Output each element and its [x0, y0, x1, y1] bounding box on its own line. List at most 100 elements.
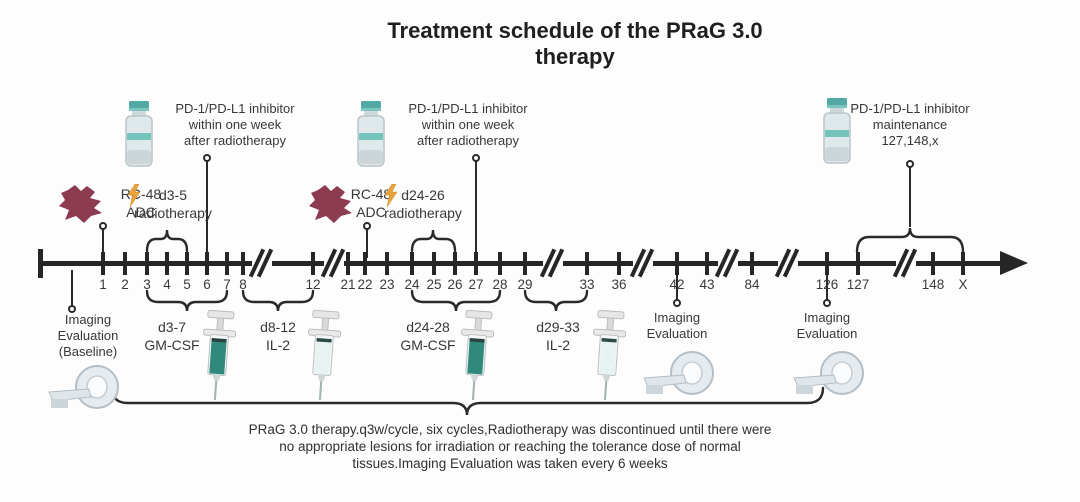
- tick-mark: [825, 252, 829, 275]
- ct-scanner-icon: [48, 365, 119, 409]
- ct-scanner-icon: [643, 351, 714, 395]
- tick-label: 21: [340, 277, 356, 292]
- tick-mark: [750, 252, 754, 275]
- tick-mark: [453, 252, 457, 275]
- syringe-il2-icon: [593, 309, 627, 400]
- tick-label: 2: [121, 277, 129, 292]
- tick-label: 126: [815, 277, 839, 292]
- tick-label: 24: [404, 277, 420, 292]
- connector-dot-imaging-42: [673, 299, 681, 307]
- tick-mark: [474, 252, 478, 275]
- syringe-gmcsf-icon: [461, 309, 495, 400]
- imaging-evaluation-label-d126: Imaging Evaluation: [796, 310, 858, 341]
- rc48-adc-label-cycle2: RC-48 ADC: [350, 186, 392, 220]
- medicine-vial-icon: [357, 101, 385, 167]
- tick-mark: [165, 252, 169, 275]
- brace-gmcsf-d3-7: [145, 289, 229, 312]
- tick-label: 43: [699, 277, 715, 292]
- tick-mark: [101, 252, 105, 275]
- tick-label: 5: [183, 277, 191, 292]
- ct-scanner-icon: [793, 351, 864, 395]
- connector-dot-pd1-1: [203, 154, 211, 162]
- tick-mark: [205, 252, 209, 275]
- tick-mark: [185, 252, 189, 275]
- tick-label: 23: [379, 277, 395, 292]
- tick-mark: [675, 252, 679, 275]
- tick-mark: [410, 252, 414, 275]
- tick-mark: [931, 252, 935, 275]
- tick-mark: [961, 252, 965, 275]
- pd1-maintenance-label: PD-1/PD-L1 inhibitor maintenance 127,148…: [850, 101, 970, 148]
- radiotherapy-bolt-icon: [127, 184, 141, 208]
- connector-dot-pd1-2: [472, 154, 480, 162]
- imaging-evaluation-label-d42: Imaging Evaluation: [646, 310, 708, 341]
- il2-label-d8-12: d8-12 IL-2: [260, 319, 296, 353]
- timeline-axis: [38, 261, 1004, 266]
- tick-label: 84: [744, 277, 760, 292]
- caption-line1: PRaG 3.0 therapy.q3w/cycle, six cycles,R…: [248, 422, 772, 437]
- axis-break-icon: [629, 247, 655, 279]
- caption-line3: tissues.Imaging Evaluation was taken eve…: [352, 456, 668, 471]
- tick-label: 28: [492, 277, 508, 292]
- tick-label: 6: [203, 277, 211, 292]
- axis-break-icon: [248, 247, 274, 279]
- tick-label: 36: [611, 277, 627, 292]
- tick-label: 4: [163, 277, 171, 292]
- connector-dot-pd1-maintenance: [906, 160, 914, 168]
- radiotherapy-label-d3-5: d3-5 radiotherapy: [134, 187, 212, 221]
- brace-radiotherapy-d24-26: [410, 229, 457, 253]
- axis-break-icon: [539, 247, 565, 279]
- gmcsf-label-d24-28: d24-28 GM-CSF: [400, 319, 456, 353]
- pd1-inhibitor-label-cycle1: PD-1/PD-L1 inhibitor within one week aft…: [175, 101, 295, 148]
- tick-mark: [145, 252, 149, 275]
- tick-mark: [617, 252, 621, 275]
- axis-break-icon: [714, 247, 740, 279]
- tick-mark: [363, 252, 367, 275]
- tick-label: X: [958, 277, 968, 292]
- radiotherapy-label-d24-26: d24-26 radiotherapy: [384, 187, 462, 221]
- tick-mark: [585, 252, 589, 275]
- imaging-baseline-label: Imaging Evaluation (Baseline): [57, 312, 119, 359]
- tick-mark: [498, 252, 502, 275]
- tick-label: 7: [223, 277, 231, 292]
- tick-label: 3: [143, 277, 151, 292]
- tick-label: 127: [846, 277, 870, 292]
- tick-label: 8: [239, 277, 247, 292]
- medicine-vial-icon: [823, 98, 851, 164]
- il2-label-d29-33: d29-33 IL-2: [536, 319, 580, 353]
- tick-label: 22: [357, 277, 373, 292]
- timeline-start-cap: [38, 249, 43, 278]
- tick-mark: [123, 252, 127, 275]
- axis-break-icon: [320, 247, 346, 279]
- connector-dot-imaging-126: [823, 299, 831, 307]
- radiotherapy-bolt-icon: [384, 184, 398, 208]
- tick-mark: [523, 252, 527, 275]
- tick-mark: [385, 252, 389, 275]
- tick-label: 42: [669, 277, 685, 292]
- syringe-gmcsf-icon: [203, 309, 237, 400]
- tick-label: 12: [305, 277, 321, 292]
- rc48-adc-label-cycle1: RC-48 ADC: [120, 186, 162, 220]
- adc-antibody-icon: [59, 185, 102, 223]
- pd1-inhibitor-label-cycle2: PD-1/PD-L1 inhibitor within one week aft…: [408, 101, 528, 148]
- tick-mark: [705, 252, 709, 275]
- medicine-vial-icon: [125, 101, 153, 167]
- tick-mark: [856, 252, 860, 275]
- figure-title-line2: therapy: [535, 44, 615, 69]
- tick-label: 29: [517, 277, 533, 292]
- tick-label: 148: [921, 277, 945, 292]
- timeline-arrowhead-icon: [1000, 251, 1028, 275]
- tick-mark: [225, 252, 229, 275]
- gmcsf-label-d3-7: d3-7 GM-CSF: [144, 319, 200, 353]
- tick-mark: [311, 252, 315, 275]
- brace-il2-d29-33: [523, 289, 589, 312]
- tick-mark: [241, 252, 245, 275]
- axis-break-icon: [892, 247, 918, 279]
- figure-caption: PRaG 3.0 therapy.q3w/cycle, six cycles,R…: [190, 421, 830, 472]
- tick-label: 33: [579, 277, 595, 292]
- tick-label: 26: [447, 277, 463, 292]
- tick-label: 1: [99, 277, 107, 292]
- figure-title-line1: Treatment schedule of the PRaG 3.0: [387, 18, 763, 43]
- tick-label: 27: [468, 277, 484, 292]
